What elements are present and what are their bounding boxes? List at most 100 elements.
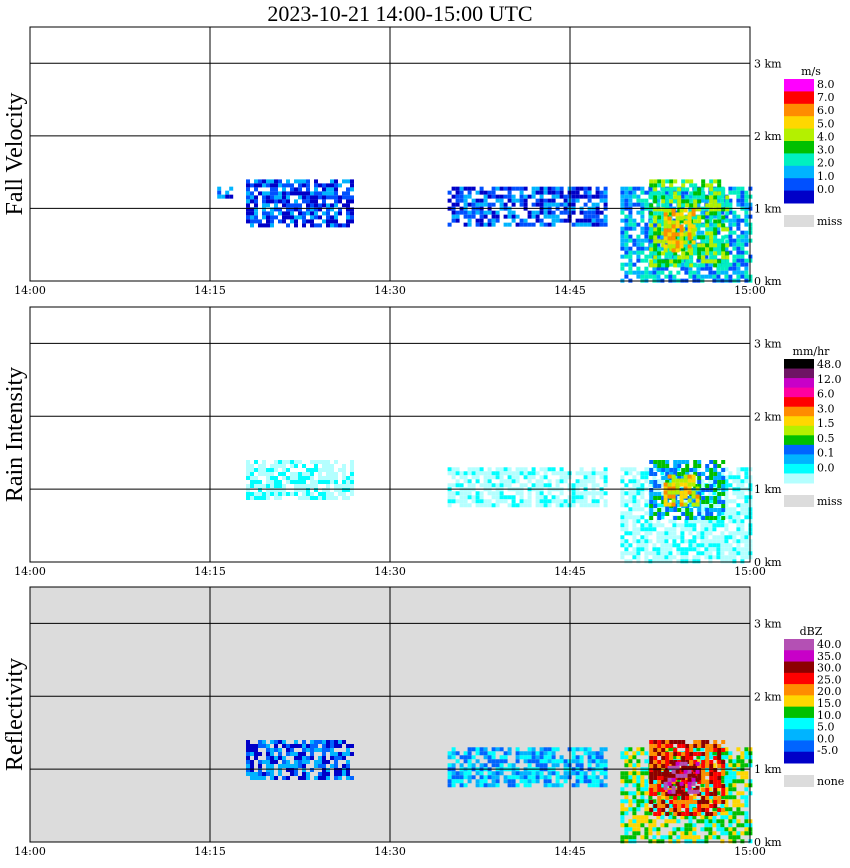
echo-pixel	[628, 262, 633, 267]
echo-pixel	[338, 207, 342, 212]
echo-pixel	[531, 771, 536, 776]
echo-pixel	[555, 190, 560, 195]
echo-pixel	[274, 187, 278, 192]
echo-pixel	[479, 483, 484, 488]
echo-pixel	[459, 190, 464, 195]
echo-pixel	[644, 254, 649, 259]
echo-pixel	[595, 751, 600, 756]
echo-pixel	[258, 760, 262, 764]
echo-pixel	[673, 179, 678, 184]
echo-pixel	[680, 559, 685, 564]
echo-pixel	[687, 248, 692, 253]
echo-pixel	[511, 479, 516, 484]
echo-pixel	[736, 491, 741, 496]
echo-pixel	[640, 547, 645, 552]
echo-pixel	[467, 222, 472, 227]
echo-pixel	[559, 202, 564, 207]
echo-pixel	[531, 475, 536, 480]
echo-pixel	[744, 214, 749, 219]
echo-pixel	[663, 490, 668, 495]
y-tick-label: 3 km	[754, 337, 782, 350]
echo-pixel	[709, 512, 714, 516]
echo-pixel	[571, 503, 576, 508]
echo-pixel	[628, 218, 633, 223]
echo-pixel	[603, 759, 608, 764]
echo-pixel	[720, 519, 725, 524]
echo-pixel	[527, 194, 532, 199]
echo-pixel	[310, 215, 314, 220]
echo-pixel	[583, 194, 588, 199]
echo-pixel	[262, 464, 266, 468]
colorbar-swatch	[784, 751, 814, 764]
echo-pixel	[624, 515, 629, 520]
echo-pixel	[599, 190, 604, 195]
echo-pixel	[724, 479, 729, 484]
echo-pixel	[728, 226, 733, 231]
echo-pixel	[262, 207, 266, 212]
echo-pixel	[697, 804, 702, 808]
echo-pixel	[278, 211, 282, 216]
echo-pixel	[653, 195, 658, 200]
echo-pixel	[652, 779, 657, 784]
echo-pixel	[680, 190, 685, 195]
echo-pixel	[463, 471, 468, 476]
echo-pixel	[310, 768, 314, 772]
echo-pixel	[664, 254, 669, 259]
echo-pixel	[701, 752, 706, 756]
echo-pixel	[705, 247, 710, 252]
echo-pixel	[310, 740, 314, 744]
echo-pixel	[669, 808, 674, 812]
echo-pixel	[507, 467, 512, 472]
echo-pixel	[713, 219, 718, 224]
echo-pixel	[338, 199, 342, 204]
echo-pixel	[483, 214, 488, 219]
echo-pixel	[661, 243, 666, 248]
echo-pixel	[571, 755, 576, 760]
echo-pixel	[483, 503, 488, 508]
echo-pixel	[624, 811, 629, 816]
echo-pixel	[709, 804, 714, 808]
echo-pixel	[649, 740, 654, 744]
echo-pixel	[669, 468, 674, 472]
echo-pixel	[624, 523, 629, 528]
echo-pixel	[298, 776, 302, 780]
echo-pixel	[687, 789, 692, 794]
echo-pixel	[636, 771, 641, 776]
echo-pixel	[665, 251, 670, 256]
echo-pixel	[298, 480, 302, 484]
echo-pixel	[708, 491, 713, 496]
echo-pixel	[527, 214, 532, 219]
echo-pixel	[599, 222, 604, 227]
echo-pixel	[708, 819, 713, 824]
echo-pixel	[447, 499, 452, 504]
echo-pixel	[455, 483, 460, 488]
echo-pixel	[721, 748, 726, 752]
echo-pixel	[620, 515, 625, 520]
echo-pixel	[713, 199, 718, 204]
echo-pixel	[696, 759, 701, 764]
echo-pixel	[701, 788, 706, 792]
colorbar-label: 30.0	[817, 662, 842, 675]
echo-pixel	[667, 494, 672, 499]
echo-pixel	[736, 807, 741, 812]
echo-pixel	[628, 202, 633, 207]
echo-pixel	[736, 254, 741, 259]
echo-pixel	[732, 475, 737, 480]
echo-pixel	[318, 764, 322, 768]
echo-pixel	[636, 198, 641, 203]
echo-pixel	[579, 479, 584, 484]
echo-pixel	[657, 484, 662, 488]
echo-pixel	[266, 772, 270, 776]
echo-pixel	[689, 468, 694, 472]
echo-pixel	[342, 740, 346, 744]
echo-pixel	[503, 755, 508, 760]
echo-pixel	[687, 486, 692, 491]
echo-pixel	[628, 270, 633, 275]
echo-pixel	[668, 811, 673, 816]
echo-pixel	[583, 186, 588, 191]
echo-pixel	[656, 479, 661, 484]
echo-pixel	[258, 191, 262, 196]
echo-pixel	[334, 476, 338, 480]
echo-pixel	[713, 784, 718, 788]
echo-pixel	[668, 819, 673, 824]
